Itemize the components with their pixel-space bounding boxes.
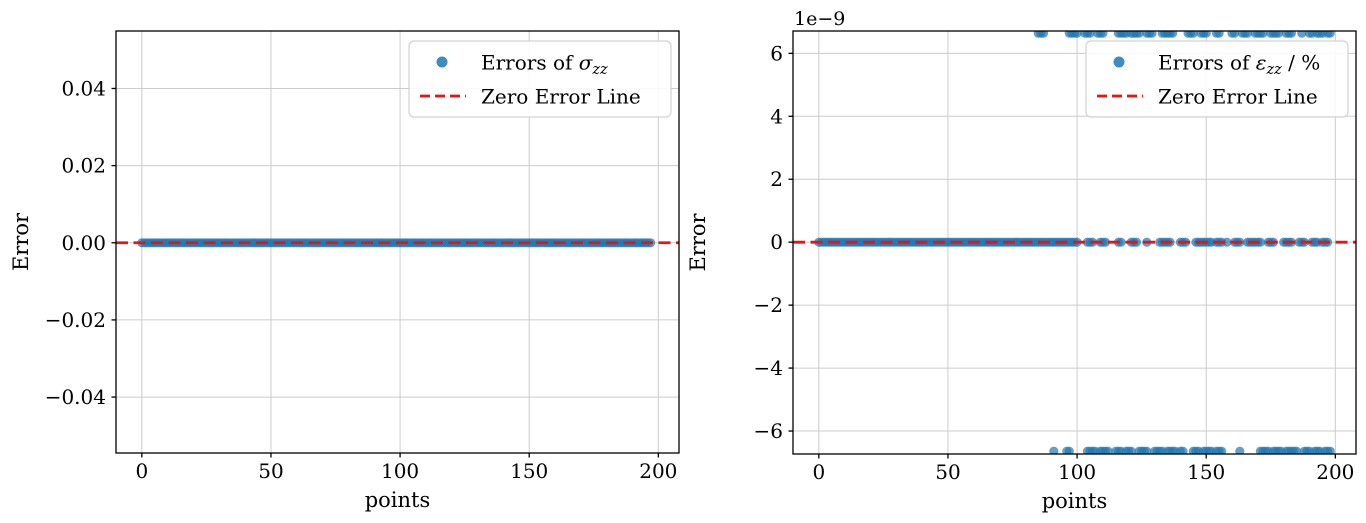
axes-spines [115,30,680,454]
y-tick-labels: 0.04 0.02 0.00 −0.02 −0.04 [45,76,106,409]
x-tick-labels: 0 50 100 150 200 [135,459,677,483]
legend-entry-label: Zero Error Line [1158,85,1318,109]
y-tick-labels: 6 4 2 0 −2 −4 −6 [754,41,783,443]
y-tick-label: −2 [754,293,783,317]
y-tick-label: 0.04 [61,76,106,100]
y-tick-label: −4 [754,356,783,380]
legend-entry-label: Errors of εzz / % [1158,51,1320,79]
legend-marker-icon [1113,56,1125,68]
epsilon-zz-errors-plot: 0 50 100 150 200 6 4 2 0 −2 −4 −6 points Error 1e−9 Err… [686,8,1357,513]
x-tick-label: 50 [258,459,283,483]
grid-lines [116,31,679,453]
x-tick-label: 100 [1058,460,1096,484]
y-tick-label: −0.02 [45,308,106,332]
errors-of-sigma-zz-points [137,238,656,248]
legend-marker-icon [436,56,448,68]
y-tick-label: 0 [770,230,783,254]
y-tick-label: 4 [770,104,783,128]
x-tick-labels: 0 50 100 150 200 [812,460,1354,484]
y-tick-label: −6 [754,419,783,443]
y-tick-label: 0.00 [61,231,106,255]
tick-marks [788,52,1336,459]
x-axis-label: points [365,488,431,512]
x-tick-label: 200 [639,459,677,483]
legend-entry-label: Errors of σzz [481,51,608,79]
x-axis-label: points [1042,489,1108,513]
y-tick-label: 2 [770,167,783,191]
y-tick-label: 6 [770,41,783,65]
legend: Errors of εzz / % Zero Error Line [1085,40,1349,118]
tick-marks [111,87,659,458]
y-tick-label: −0.04 [45,385,106,409]
legend: Errors of σzz Zero Error Line [408,40,672,118]
y-tick-label: 0.02 [61,154,106,178]
sigma-zz-errors-plot: 0 50 100 150 200 0.04 0.02 0.00 −0.02 −0.04 points… [9,30,680,512]
y-axis-offset-text: 1e−9 [794,8,845,30]
x-tick-label: 100 [381,459,419,483]
legend-entry-label: Zero Error Line [481,85,641,109]
x-tick-label: 50 [935,460,960,484]
x-tick-label: 150 [1187,460,1225,484]
x-tick-label: 0 [135,459,148,483]
x-tick-label: 150 [510,459,548,483]
y-axis-label: Error [9,212,33,271]
y-axis-label: Error [686,212,710,271]
x-tick-label: 0 [812,460,825,484]
x-tick-label: 200 [1316,460,1354,484]
